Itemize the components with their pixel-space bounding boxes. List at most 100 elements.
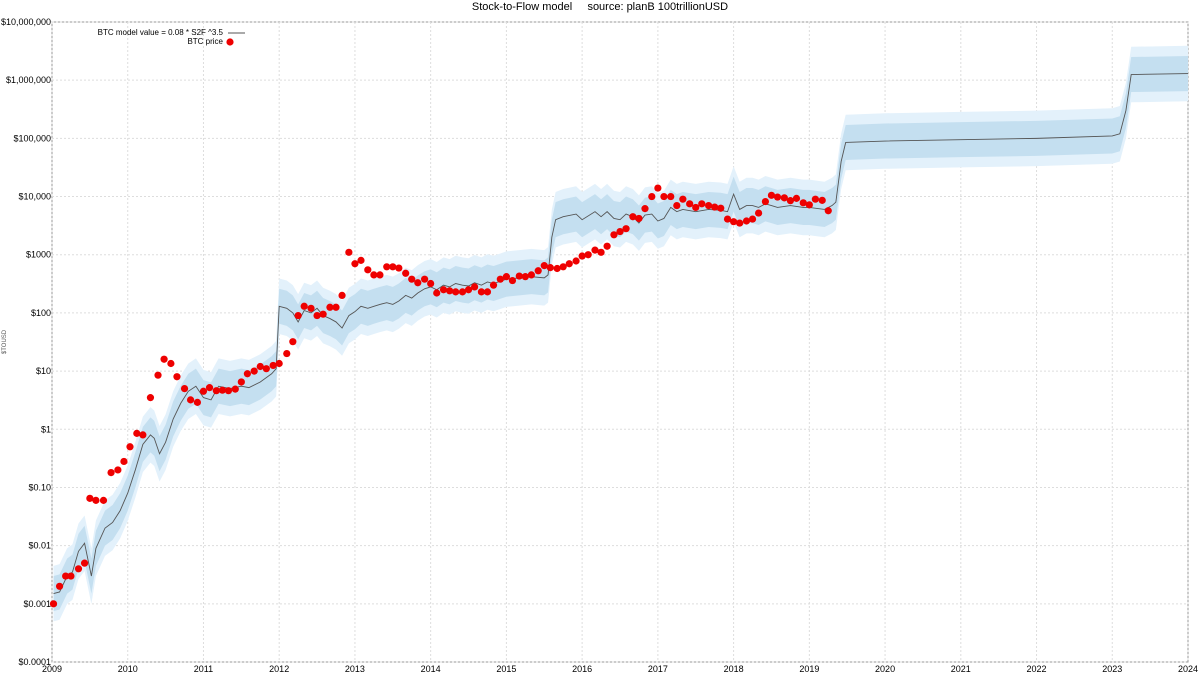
price-point bbox=[748, 215, 757, 223]
price-point bbox=[458, 288, 467, 296]
price-point bbox=[49, 600, 58, 608]
price-point bbox=[300, 302, 308, 310]
price-point bbox=[578, 252, 586, 260]
price-point bbox=[120, 457, 128, 466]
price-point bbox=[439, 286, 448, 294]
price-point bbox=[167, 359, 175, 368]
price-point bbox=[654, 184, 662, 192]
price-point bbox=[389, 263, 397, 271]
price-point bbox=[205, 384, 214, 392]
price-point bbox=[546, 264, 554, 272]
price-point bbox=[294, 311, 302, 320]
price-point bbox=[345, 248, 353, 256]
x-tick-label: 2021 bbox=[951, 664, 971, 674]
price-point bbox=[648, 192, 656, 201]
y-tick-label: $1 bbox=[41, 424, 51, 434]
price-point bbox=[692, 203, 700, 212]
price-point bbox=[811, 195, 819, 203]
price-point bbox=[521, 273, 529, 281]
price-point bbox=[736, 219, 744, 227]
price-point bbox=[705, 201, 713, 210]
price-point bbox=[212, 387, 220, 395]
price-point bbox=[313, 311, 321, 320]
price-point bbox=[470, 283, 479, 291]
price-point bbox=[496, 275, 504, 283]
price-point bbox=[717, 204, 725, 212]
price-point bbox=[742, 217, 751, 225]
price-point bbox=[74, 565, 83, 573]
price-point bbox=[92, 496, 100, 504]
y-tick-label: $1,000,000 bbox=[6, 75, 51, 85]
price-point bbox=[767, 191, 776, 199]
grid bbox=[51, 21, 1189, 663]
price-point bbox=[786, 197, 795, 205]
price-point bbox=[67, 572, 75, 580]
price-point bbox=[629, 213, 637, 221]
price-point bbox=[635, 214, 643, 223]
price-point bbox=[307, 304, 315, 312]
y-tick-label: $100 bbox=[31, 308, 51, 318]
price-point bbox=[780, 194, 788, 202]
price-point bbox=[326, 303, 334, 311]
price-point bbox=[199, 387, 208, 395]
price-point bbox=[256, 362, 264, 371]
model-band-outer bbox=[53, 45, 1189, 622]
price-point bbox=[584, 251, 592, 259]
x-tick-label: 2009 bbox=[42, 664, 62, 674]
price-point bbox=[237, 378, 245, 386]
price-point bbox=[154, 371, 162, 379]
y-tick-label: $0.0001 bbox=[18, 657, 51, 667]
price-point bbox=[62, 572, 70, 580]
x-tick-label: 2019 bbox=[799, 664, 819, 674]
price-point bbox=[421, 275, 429, 283]
price-point bbox=[319, 310, 327, 318]
price-point bbox=[452, 288, 460, 296]
y-tick-label: $0.01 bbox=[28, 541, 51, 551]
legend-label-price: BTC price bbox=[187, 37, 223, 46]
price-point bbox=[597, 248, 605, 256]
price-point bbox=[146, 394, 155, 402]
x-tick-label: 2024 bbox=[1178, 664, 1198, 674]
x-tick-label: 2016 bbox=[572, 664, 592, 674]
price-point bbox=[540, 262, 548, 270]
y-tick-label: $1000 bbox=[26, 250, 51, 260]
y-tick-label: $10,000,000 bbox=[1, 17, 51, 27]
price-point bbox=[433, 289, 441, 297]
price-point bbox=[427, 279, 435, 288]
price-point bbox=[565, 260, 573, 268]
legend-label-model: BTC model value = 0.08 * S2F ^3.5 bbox=[98, 28, 224, 37]
price-point bbox=[824, 207, 832, 215]
price-point bbox=[667, 192, 675, 201]
price-point bbox=[603, 242, 611, 250]
price-point bbox=[269, 361, 277, 370]
price-point bbox=[338, 291, 346, 299]
price-point bbox=[730, 218, 738, 226]
price-point bbox=[711, 203, 719, 211]
price-point bbox=[610, 231, 618, 239]
price-point bbox=[477, 288, 486, 296]
price-point bbox=[508, 276, 517, 285]
price-point bbox=[114, 466, 122, 474]
price-point bbox=[502, 273, 510, 281]
price-point bbox=[283, 349, 291, 358]
y-tick-label: $100,000 bbox=[13, 133, 51, 143]
price-point bbox=[773, 193, 782, 201]
price-point bbox=[370, 271, 378, 279]
price-point bbox=[383, 263, 391, 271]
x-tick-label: 2013 bbox=[345, 664, 365, 674]
price-point bbox=[332, 303, 340, 311]
price-point bbox=[641, 205, 649, 213]
price-point bbox=[126, 443, 134, 451]
price-point bbox=[686, 200, 694, 208]
y-tick-label: $0.001 bbox=[23, 599, 51, 609]
x-tick-label: 2014 bbox=[421, 664, 441, 674]
price-point bbox=[402, 269, 410, 277]
price-point bbox=[572, 257, 580, 265]
price-point bbox=[754, 209, 763, 217]
price-point bbox=[107, 469, 115, 477]
y-axis-label: $TOUSD bbox=[2, 329, 8, 354]
price-point bbox=[679, 195, 687, 203]
